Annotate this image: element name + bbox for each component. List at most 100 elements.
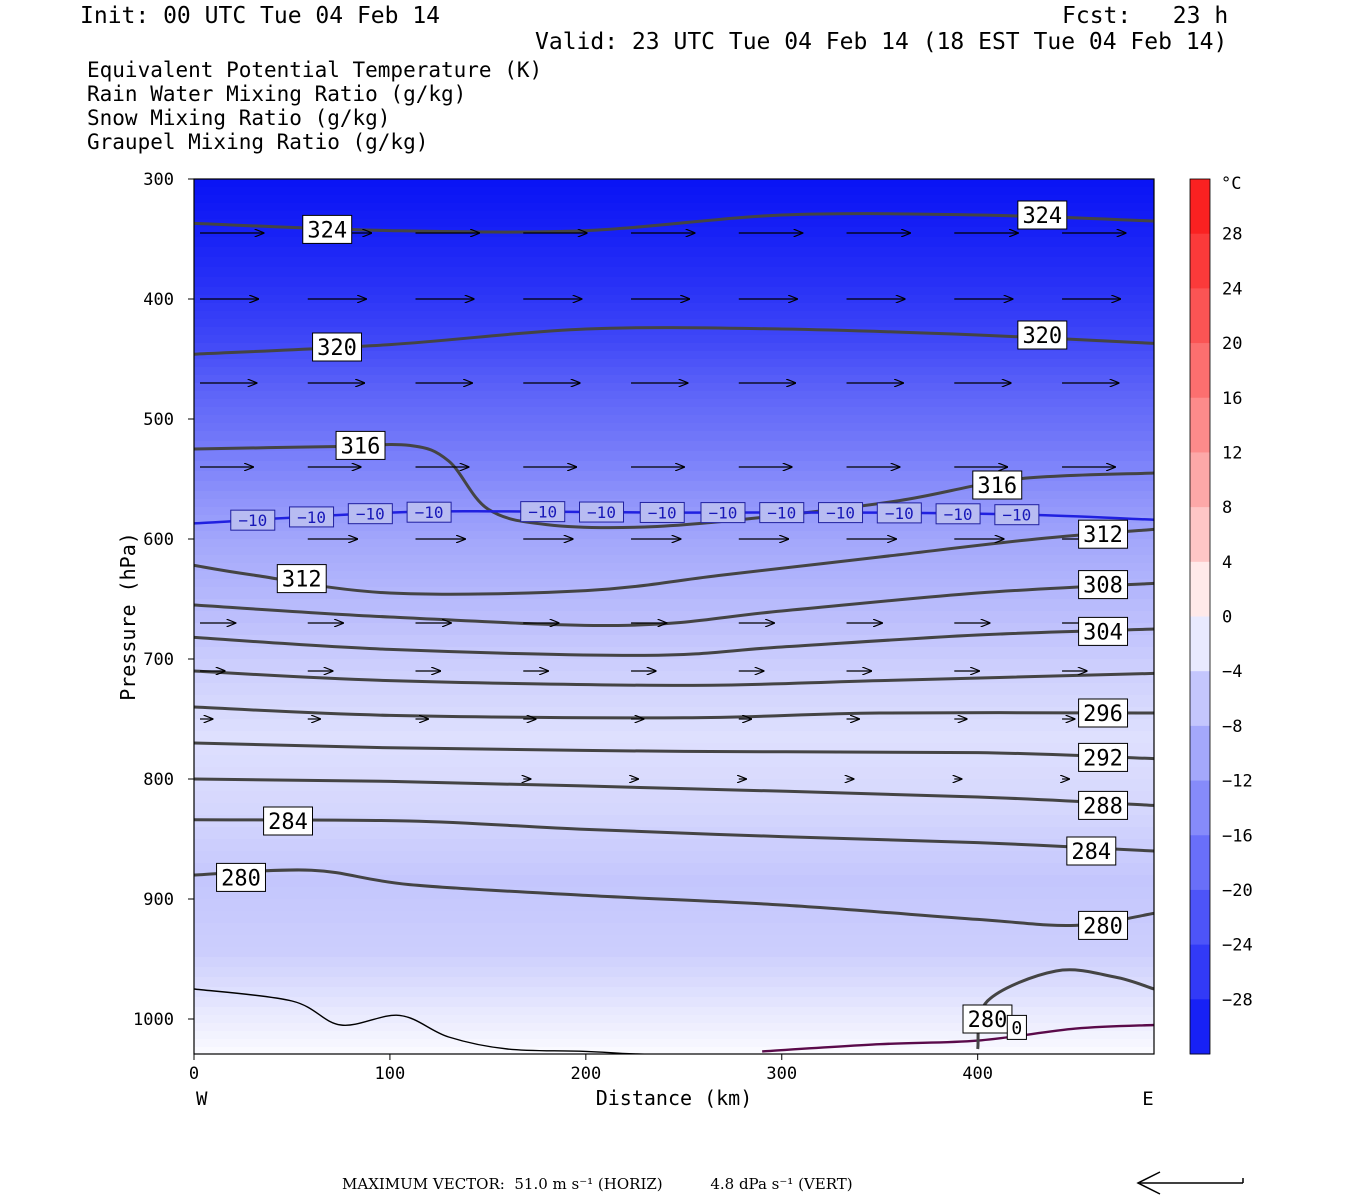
isotherm-label: −10 [648,503,677,522]
isotherm-label-box [876,502,922,524]
temperature-band [194,815,1154,828]
colorbar-segment [1190,999,1210,1055]
temperature-band [194,887,1154,900]
wind-vectors [200,233,1126,779]
y-tick-label: 600 [143,530,174,550]
theta-e-contour-292 [194,741,1154,761]
isotherm-label: −10 [356,505,385,524]
isotherm-label: −10 [238,511,267,530]
colorbar-tick-label: −20 [1222,881,1253,901]
field-legend-graupel: Graupel Mixing Ratio (g/kg) [87,130,429,154]
temperature-band [194,1031,1154,1040]
isotherm-label-box [230,509,276,531]
theta-e-label: 280 [221,866,261,891]
theta-e-label-box [335,430,386,460]
colorbar-segment [1190,944,1210,1000]
colorbar-segment [1190,835,1210,891]
temperature-band [194,311,1154,320]
field-legend-rain: Rain Water Mixing Ratio (g/kg) [87,82,467,106]
west-label: W [196,1088,208,1110]
temperature-band [194,399,1154,408]
temperature-band [194,423,1154,432]
temperature-band [194,407,1154,416]
colorbar-segment [1190,889,1210,946]
isotherm-label-box [759,502,805,524]
temperature-band [194,431,1154,442]
y-tick-label: 900 [143,890,174,910]
field-legend-theta-e: Equivalent Potential Temperature (K) [87,58,543,82]
theta-e-label: 312 [282,568,322,593]
temperature-band [194,1007,1154,1016]
temperature-band [194,899,1154,912]
theta-e-label-box [1078,570,1129,600]
temperature-band [194,491,1154,500]
forecast-hour: Fcst: 23 h [1062,3,1229,29]
isotherm-label: −10 [885,504,914,523]
y-tick-label: 500 [143,410,174,430]
colorbar-tick-label: 4 [1222,553,1232,573]
theta-e-label: 324 [307,218,347,243]
temperature-band [194,1015,1154,1024]
temperature-band [194,461,1154,472]
x-axis-label: Distance (km) [596,1086,753,1110]
temperature-band [194,523,1154,532]
temperature-shading [194,179,1154,1054]
east-label: E [1142,1088,1153,1110]
temperature-band [194,863,1154,876]
isotherm-label-box [639,501,685,523]
isotherm-label: −10 [297,508,326,527]
temperature-band [194,755,1154,768]
colorbar-frame [1189,178,1211,1055]
theta-e-label: 280 [968,1008,1008,1033]
y-tick-label: 400 [143,290,174,310]
colorbar-segment [1190,616,1210,672]
theta-e-contour-284 [194,818,1154,853]
temperature-band [194,203,1154,212]
temperature-band [194,875,1154,888]
isotherm-label-box [700,502,746,524]
temperature-band [194,187,1154,196]
y-tick-label: 700 [143,650,174,670]
temperature-band [194,767,1154,780]
temperature-band [194,367,1154,376]
temperature-band [194,531,1154,540]
colorbar-segment [1190,179,1210,235]
colorbar-tick-label: −28 [1222,990,1253,1010]
isotherm-label-box [406,501,452,523]
colorbar-segment [1190,233,1210,289]
temperature-band [194,571,1154,580]
theta-e-label: 288 [1083,794,1123,819]
theta-e-label-box [1078,742,1129,772]
temperature-band [194,563,1154,572]
temperature-band [194,327,1154,336]
temperature-band [194,957,1154,968]
snow-contour-label-box [1006,1014,1027,1040]
axes: 300 400 500 600 700 800 900 1000 0 100 200 300 400 Di… [116,170,1154,1110]
colorbar-segment [1190,725,1210,782]
theta-e-label-box [263,806,314,836]
maximum-vector-note: MAXIMUM VECTOR: 51.0 m s⁻¹ (HORIZ) 4.8 d… [342,1175,853,1193]
temperature-band [194,195,1154,204]
temperature-band [194,623,1154,636]
contour-labels: −10 −10 −10 −10 −10 −10 −10 −10 −10 −10 −10 −10 −103… [216,200,1129,1040]
temperature-band [194,277,1154,288]
temperature-band [194,287,1154,296]
temperature-band [194,179,1154,188]
init-time: Init: 00 UTC Tue 04 Feb 14 [80,3,441,29]
isotherm-label: −10 [709,504,738,523]
theta-e-label-box [302,214,353,244]
colorbar-tick-label: −8 [1222,717,1242,737]
theta-e-contour-288 [194,777,1154,807]
theta-e-label: 312 [1083,523,1123,548]
theta-e-contour-300 [194,669,1154,687]
temperature-band [194,719,1154,732]
temperature-band [194,359,1154,368]
isotherm-label-box [994,504,1040,526]
reference-vector-arrow [1136,1171,1244,1195]
isotherm-label: −10 [944,505,973,524]
colorbar-unit: °C [1221,174,1241,194]
y-axis-label: Pressure (hPa) [116,532,140,701]
colorbar-tick-label: −12 [1222,772,1253,792]
theta-e-label: 320 [317,336,357,361]
